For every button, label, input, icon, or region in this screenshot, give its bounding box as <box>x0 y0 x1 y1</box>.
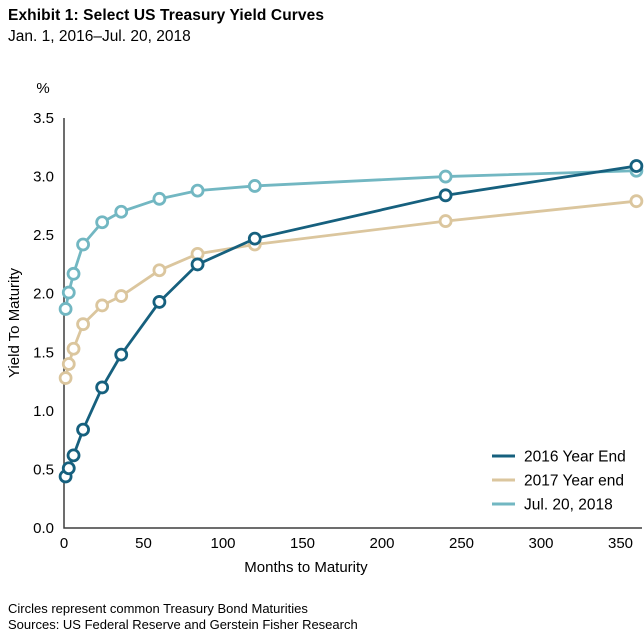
footnote-sources: Sources: US Federal Reserve and Gerstein… <box>8 617 358 632</box>
chart-footer: Circles represent common Treasury Bond M… <box>8 601 358 633</box>
data-point-marker <box>66 266 81 281</box>
data-point-marker <box>61 285 76 300</box>
data-point-marker <box>76 237 90 252</box>
data-point-marker <box>114 289 129 303</box>
y-axis-unit-label: % <box>36 80 49 97</box>
y-axis-tick-label: 1.5 <box>33 344 54 361</box>
data-point-marker <box>95 298 110 313</box>
data-point-marker <box>66 341 81 356</box>
yield-curve-chart: % 0.0 0.5 1.0 1.5 2.0 2.5 3.0 3.5 Yield To Maturi… <box>6 80 644 576</box>
data-point-marker <box>438 169 453 184</box>
series-line <box>64 164 637 477</box>
y-axis-tick-label: 2.5 <box>33 227 54 244</box>
legend-label: Jul. 20, 2018 <box>524 497 613 514</box>
y-axis-title: Yield To Maturity <box>6 267 23 378</box>
y-axis-tick-label: 0.5 <box>33 461 54 478</box>
data-point-marker <box>152 295 167 309</box>
x-axis-tick-label: 350 <box>608 535 633 552</box>
data-point-marker <box>114 204 129 219</box>
x-axis-title: Months to Maturity <box>244 559 368 576</box>
data-point-marker <box>76 422 90 437</box>
chart-header: Exhibit 1: Select US Treasury Yield Curv… <box>8 5 324 47</box>
data-point-marker <box>152 263 167 278</box>
data-point-marker <box>629 159 644 173</box>
legend-item: 2016 Year End <box>492 449 626 466</box>
x-axis-tick-label: 50 <box>135 535 152 552</box>
series-jul-20-2018 <box>58 163 644 316</box>
legend-label: 2017 Year end <box>524 473 624 490</box>
legend-item: Jul. 20, 2018 <box>492 497 613 514</box>
data-point-marker <box>114 347 129 362</box>
exhibit-title: Exhibit 1: Select US Treasury Yield Curv… <box>8 7 325 24</box>
y-axis-tick-label: 2.0 <box>33 286 54 303</box>
data-point-marker <box>190 257 205 272</box>
x-axis-tick-label: 100 <box>210 535 235 552</box>
footnote-markers: Circles represent common Treasury Bond M… <box>8 601 308 616</box>
data-point-marker <box>438 188 453 203</box>
x-axis-tick-label: 150 <box>290 535 315 552</box>
data-point-marker <box>95 380 110 395</box>
data-point-marker <box>190 183 205 198</box>
series-line <box>64 169 637 310</box>
legend-item: 2017 Year end <box>492 473 624 490</box>
data-point-marker <box>61 357 76 371</box>
data-point-marker <box>247 179 262 193</box>
y-axis-tick-label: 0.0 <box>33 520 54 537</box>
y-axis-tick-label: 3.5 <box>33 110 54 127</box>
data-point-marker <box>66 448 81 463</box>
data-point-marker <box>61 461 76 476</box>
x-axis-tick-label: 250 <box>449 535 474 552</box>
data-point-marker <box>152 191 167 206</box>
axes <box>63 118 642 529</box>
data-point-marker <box>76 317 90 332</box>
data-point-marker <box>58 302 73 316</box>
x-axis-tick-label: 200 <box>369 535 394 552</box>
y-axis-tick-label: 3.0 <box>33 169 54 186</box>
y-axis-tick-label: 1.0 <box>33 403 54 420</box>
exhibit-subtitle: Jan. 1, 2016–Jul. 20, 2018 <box>8 28 191 45</box>
data-point-marker <box>438 214 453 228</box>
series-line <box>64 199 637 379</box>
x-axis-tick-label: 300 <box>528 535 553 552</box>
data-point-marker <box>629 194 644 209</box>
data-point-marker <box>95 215 110 230</box>
x-axis-tick-label: 0 <box>60 535 68 552</box>
legend-label: 2016 Year End <box>524 449 626 466</box>
data-point-marker <box>247 231 262 246</box>
series-2017-year-end <box>58 194 644 385</box>
data-point-marker <box>58 371 73 385</box>
series-2016-year-end <box>58 159 644 484</box>
